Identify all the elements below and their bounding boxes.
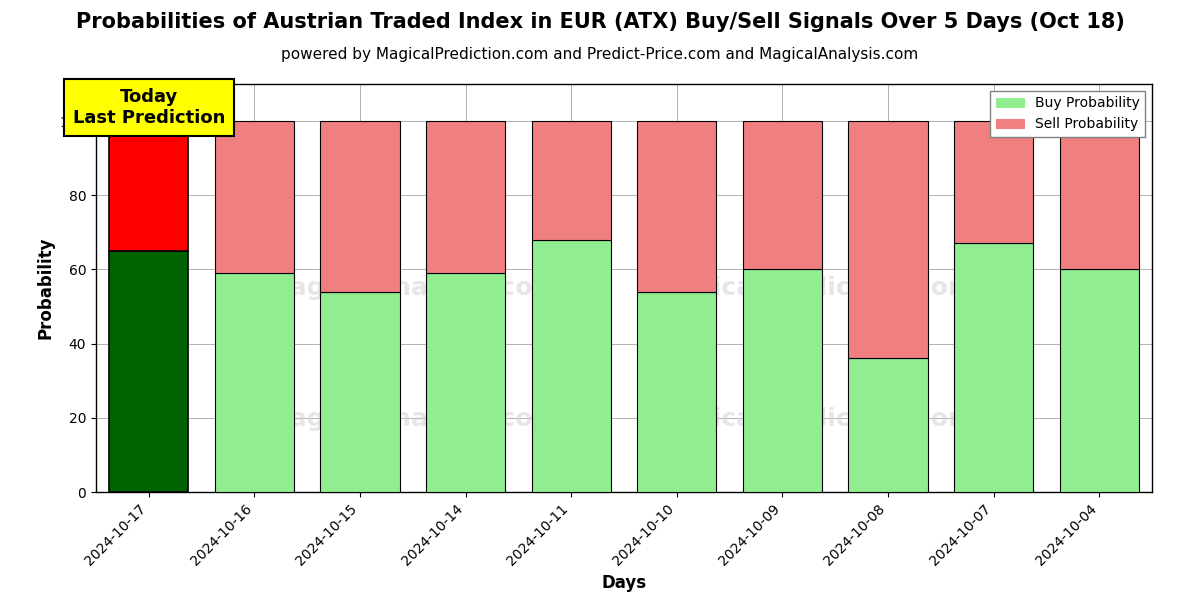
Text: MagicalPrediction.com: MagicalPrediction.com: [654, 407, 974, 431]
Bar: [109, 251, 188, 492]
Text: MagicalPrediction.com: MagicalPrediction.com: [654, 276, 974, 300]
Text: Probabilities of Austrian Traded Index in EUR (ATX) Buy/Sell Signals Over 5 Days: Probabilities of Austrian Traded Index i…: [76, 12, 1124, 32]
Bar: [954, 244, 1033, 492]
Bar: [848, 121, 928, 358]
Text: Today
Last Prediction: Today Last Prediction: [73, 88, 224, 127]
Bar: [426, 273, 505, 492]
Bar: [426, 121, 505, 273]
Bar: [215, 121, 294, 273]
Bar: [954, 121, 1033, 244]
Bar: [109, 121, 188, 251]
Bar: [1060, 121, 1139, 269]
Bar: [637, 292, 716, 492]
Bar: [532, 240, 611, 492]
Y-axis label: Probability: Probability: [36, 237, 54, 339]
Legend: Buy Probability, Sell Probability: Buy Probability, Sell Probability: [990, 91, 1145, 137]
X-axis label: Days: Days: [601, 574, 647, 592]
Bar: [320, 292, 400, 492]
Bar: [848, 358, 928, 492]
Bar: [743, 269, 822, 492]
Text: MagicalAnalysis.com: MagicalAnalysis.com: [266, 276, 559, 300]
Text: MagicalAnalysis.com: MagicalAnalysis.com: [266, 407, 559, 431]
Bar: [320, 121, 400, 292]
Bar: [215, 273, 294, 492]
Bar: [1060, 269, 1139, 492]
Bar: [532, 121, 611, 240]
Bar: [743, 121, 822, 269]
Text: powered by MagicalPrediction.com and Predict-Price.com and MagicalAnalysis.com: powered by MagicalPrediction.com and Pre…: [281, 46, 919, 61]
Bar: [637, 121, 716, 292]
